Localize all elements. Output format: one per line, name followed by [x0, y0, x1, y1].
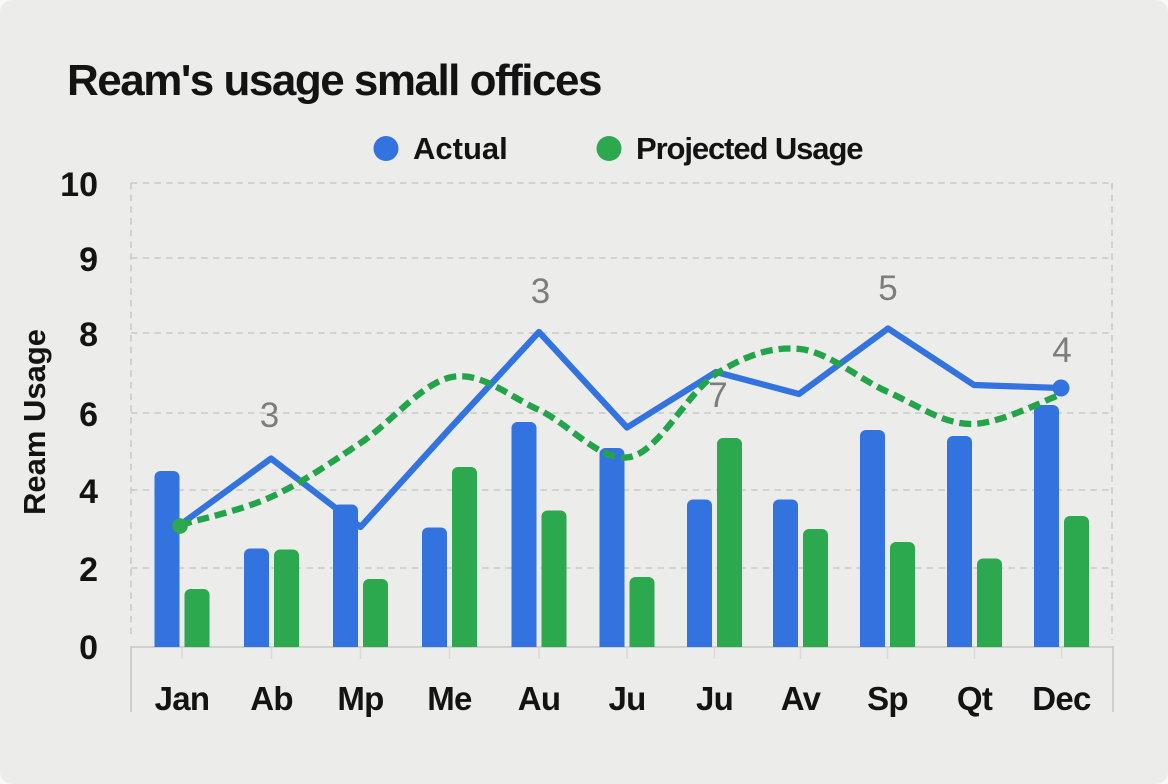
svg-text:4: 4 — [1052, 331, 1071, 370]
svg-text:0: 0 — [79, 629, 98, 667]
svg-text:Actual: Actual — [413, 131, 508, 166]
svg-text:2: 2 — [79, 551, 98, 589]
svg-text:Au: Au — [518, 680, 561, 717]
svg-text:5: 5 — [878, 269, 897, 308]
svg-text:4: 4 — [79, 473, 98, 511]
svg-text:Ab: Ab — [250, 680, 293, 717]
svg-text:Ream's usage small offices: Ream's usage small offices — [67, 56, 601, 105]
svg-text:Jan: Jan — [155, 680, 210, 717]
svg-text:6: 6 — [79, 396, 98, 434]
svg-text:10: 10 — [60, 166, 98, 204]
svg-text:Projected Usage: Projected Usage — [636, 131, 863, 166]
svg-text:Qt: Qt — [957, 680, 993, 717]
svg-text:7: 7 — [708, 376, 727, 415]
svg-text:Ju: Ju — [696, 680, 733, 717]
svg-text:3: 3 — [531, 272, 550, 311]
svg-text:9: 9 — [79, 241, 98, 279]
svg-text:Dec: Dec — [1032, 680, 1091, 717]
svg-text:Me: Me — [427, 680, 472, 717]
svg-text:Mp: Mp — [337, 680, 383, 717]
svg-text:3: 3 — [260, 396, 279, 435]
svg-text:Sp: Sp — [867, 680, 908, 717]
svg-text:Av: Av — [781, 680, 822, 717]
svg-text:8: 8 — [79, 316, 98, 354]
svg-text:Ju: Ju — [608, 680, 645, 717]
svg-text:Ream Usage: Ream Usage — [17, 329, 52, 515]
